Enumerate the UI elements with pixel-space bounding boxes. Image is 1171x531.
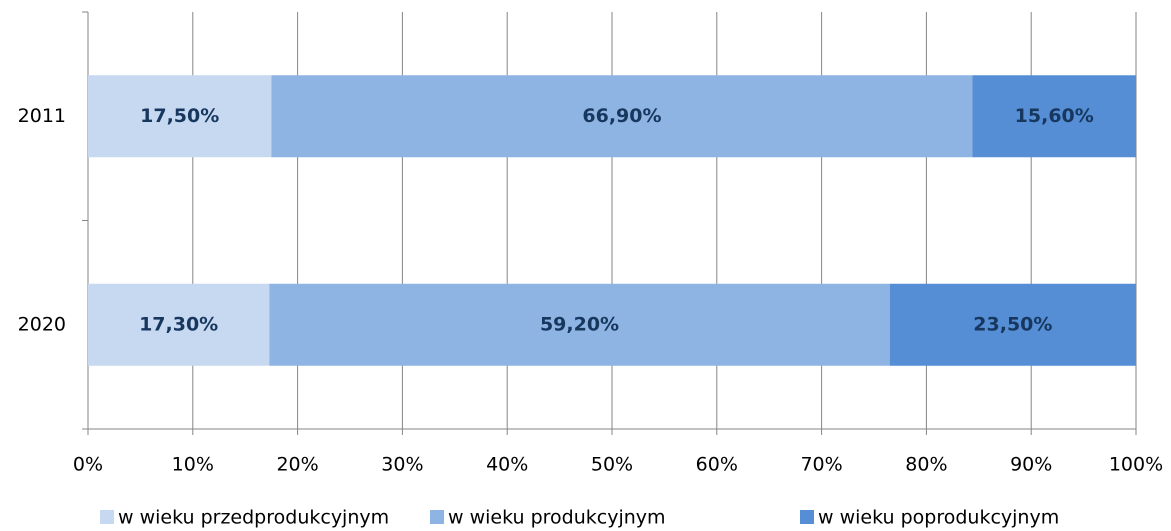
x-tick-label: 40% bbox=[486, 454, 528, 476]
bar-segment bbox=[269, 283, 890, 366]
bar-segment bbox=[88, 75, 272, 158]
y-tick-label: 2011 bbox=[18, 105, 66, 127]
data-label: 15,60% bbox=[1015, 105, 1094, 127]
data-label: 23,50% bbox=[973, 313, 1052, 335]
bar-segment bbox=[889, 283, 1136, 366]
legend-swatch bbox=[100, 510, 114, 524]
x-tick-label: 60% bbox=[696, 454, 738, 476]
data-label: 59,20% bbox=[540, 313, 619, 335]
bar-segment bbox=[972, 75, 1136, 158]
x-tick-label: 50% bbox=[591, 454, 633, 476]
legend-swatch bbox=[800, 510, 814, 524]
bar-segment bbox=[88, 283, 270, 366]
x-tick-label: 90% bbox=[1010, 454, 1052, 476]
data-label: 66,90% bbox=[582, 105, 661, 127]
y-tick-label: 2020 bbox=[18, 313, 66, 335]
legend-label: w wieku poprodukcyjnym bbox=[818, 507, 1059, 529]
x-tick-label: 10% bbox=[172, 454, 214, 476]
x-tick-label: 0% bbox=[73, 454, 103, 476]
x-tick-label: 70% bbox=[800, 454, 842, 476]
data-label: 17,50% bbox=[140, 105, 219, 127]
bar-segment bbox=[271, 75, 973, 158]
legend-swatch bbox=[430, 510, 444, 524]
data-label: 17,30% bbox=[139, 313, 218, 335]
x-tick-label: 100% bbox=[1109, 454, 1163, 476]
legend-label: w wieku produkcyjnym bbox=[448, 507, 666, 529]
x-tick-label: 20% bbox=[276, 454, 318, 476]
legend-label: w wieku przedprodukcyjnym bbox=[118, 507, 389, 529]
x-tick-label: 80% bbox=[905, 454, 947, 476]
x-tick-label: 30% bbox=[381, 454, 423, 476]
